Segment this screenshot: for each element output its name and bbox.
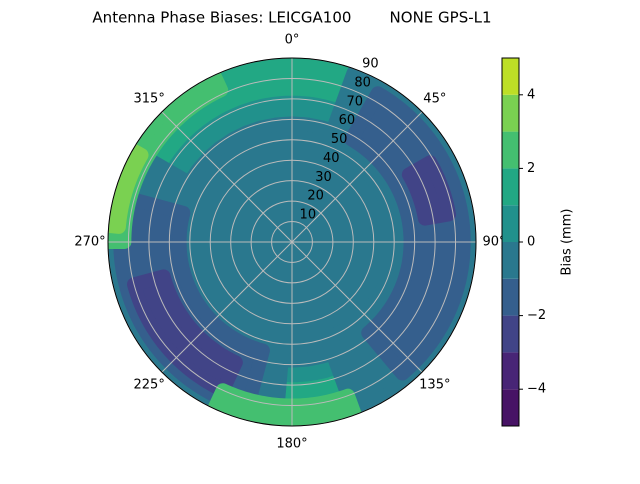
r-tick-label: 70 <box>346 94 363 109</box>
colorbar-band <box>502 315 519 353</box>
colorbar-band <box>502 389 519 426</box>
colorbar-label: Bias (mm) <box>560 209 575 276</box>
r-tick-label: 20 <box>307 189 324 204</box>
grid-spoke <box>291 111 423 243</box>
colorbar-band <box>502 242 519 279</box>
colorbar-band <box>502 131 519 169</box>
theta-tick-label: 45° <box>423 92 446 107</box>
theta-tick-label: 225° <box>134 377 165 392</box>
r-tick-label: 40 <box>323 151 340 166</box>
colorbar-band <box>502 168 519 206</box>
colorbar-band <box>502 352 519 390</box>
colorbar-tick-label: 0 <box>527 235 535 250</box>
colorbar-band <box>502 58 519 95</box>
r-tick-label: 90 <box>362 57 379 72</box>
r-tick-label: 50 <box>331 132 348 147</box>
theta-tick-label: 135° <box>419 377 450 392</box>
theta-tick-label: 0° <box>285 33 300 48</box>
r-tick-label: 30 <box>315 170 332 185</box>
grid-spoke <box>161 241 293 373</box>
colorbar-tick-label: 4 <box>527 87 535 102</box>
theta-tick-label: 180° <box>276 437 307 452</box>
chart-title: Antenna Phase Biases: LEICGA100 NONE GPS… <box>92 9 491 27</box>
colorbar-band <box>502 278 519 316</box>
grid-spoke <box>161 111 293 243</box>
theta-tick-label: 315° <box>134 92 165 107</box>
theta-tick-label: 270° <box>74 235 105 250</box>
r-tick-label: 80 <box>354 75 371 90</box>
r-tick-label: 60 <box>339 113 356 128</box>
colorbar-tick-label: −4 <box>527 382 546 397</box>
colorbar-tick-label: 2 <box>527 161 535 176</box>
colorbar-band <box>502 94 519 132</box>
colorbar-tick-label: −2 <box>527 308 546 323</box>
polar-frame <box>107 57 477 427</box>
colorbar-band <box>502 205 519 242</box>
grid-spoke <box>291 241 423 373</box>
theta-tick-label: 90° <box>482 235 505 250</box>
r-tick-label: 10 <box>300 208 317 223</box>
